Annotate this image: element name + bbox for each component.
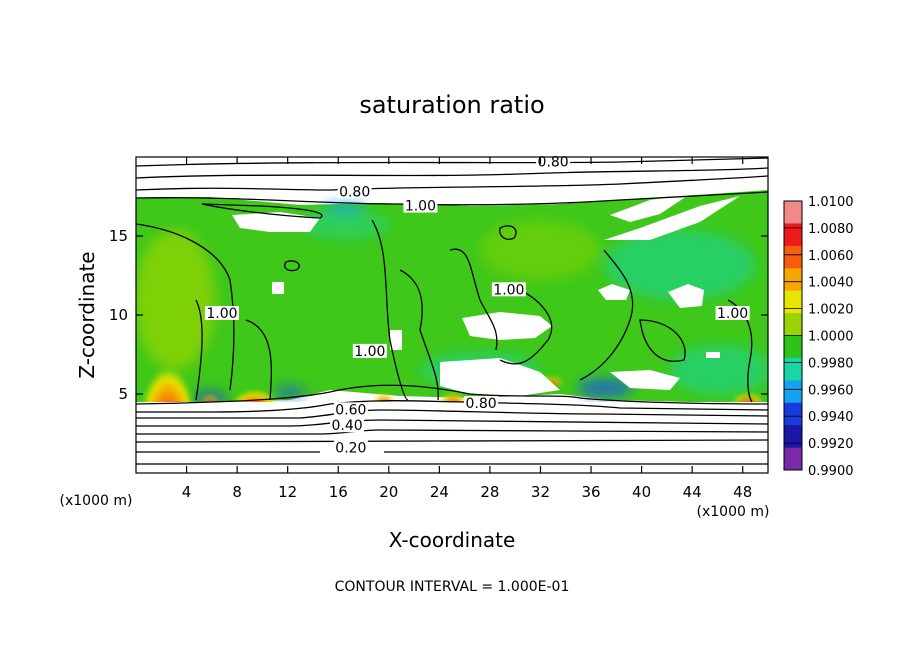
contour-label: 0.80 (339, 184, 370, 200)
y-axis: 5 10 15 (109, 227, 768, 403)
contour-label: 1.00 (354, 344, 385, 360)
colorbar-label: 1.0100 (808, 195, 854, 210)
contour-label: 0.60 (335, 402, 366, 418)
clear-patch (272, 282, 284, 294)
colorbar-swatch (784, 380, 802, 404)
colorbar-label: 1.0000 (808, 330, 854, 345)
x-tick-label: 4 (182, 483, 192, 501)
blue-region (274, 386, 306, 398)
contour-label-bg (464, 396, 499, 411)
colorbar-label: 1.0040 (808, 276, 854, 291)
contour-label: 0.80 (465, 396, 496, 412)
contour-lines (136, 157, 768, 465)
x-unit-right: (x1000 m) (697, 504, 770, 520)
contour-interval-note: CONTOUR INTERVAL = 1.000E-01 (335, 579, 570, 595)
x-unit-left: (x1000 m) (60, 493, 133, 509)
colorbar-label: 0.9980 (808, 356, 854, 371)
colorbar-label: 1.0060 (808, 249, 854, 264)
contour-label: 0.80 (538, 154, 569, 170)
colorbar-label: 1.0020 (808, 303, 854, 318)
colorbar-swatch (784, 290, 802, 314)
x-axis-label: X-coordinate (389, 528, 516, 552)
x-axis: 4 8 12 16 20 24 28 32 36 40 44 48 (182, 157, 752, 501)
x-tick-label: 48 (733, 483, 752, 501)
contour-label-bg (715, 306, 750, 320)
saturated-field (136, 190, 768, 404)
colorbar-swatch (784, 335, 802, 359)
clear-patch (610, 194, 690, 222)
colorbar-swatch (784, 313, 802, 336)
clear-patch (440, 358, 560, 396)
x-tick-label: 40 (632, 483, 651, 501)
contour-label-bg (403, 198, 438, 213)
x-tick-label: 36 (581, 483, 600, 501)
colorbar-swatch (784, 425, 802, 449)
clear-patch (604, 196, 740, 240)
clear-patch (462, 312, 552, 340)
clear-patch (668, 284, 704, 308)
contour-label-bg (337, 184, 372, 199)
clear-patch (706, 352, 720, 358)
contour-label: 0.20 (335, 440, 366, 456)
contour-label-bg (204, 306, 239, 320)
x-tick-label: 32 (531, 483, 550, 501)
contour-label: 0.40 (332, 418, 363, 434)
colorbar-label: 0.9920 (808, 437, 854, 452)
colorbar-swatch (784, 245, 802, 269)
y-tick-label: 10 (109, 306, 128, 324)
y-axis-label: Z-coordinate (75, 251, 99, 378)
colorbar-swatch (784, 268, 802, 292)
colorbar-swatch (784, 402, 802, 426)
cyan-region (300, 211, 390, 239)
contour-label: 1.00 (717, 306, 748, 322)
blue-region (323, 203, 367, 213)
x-tick-label: 44 (683, 483, 702, 501)
colorbar: 1.0100 1.0080 1.0060 1.0040 1.0020 1.0000 0.99… (783, 195, 854, 479)
colorbar-swatch (784, 357, 802, 381)
contour-label: 1.00 (493, 282, 524, 298)
y-tick-label: 5 (118, 385, 128, 403)
cyan-region (670, 345, 768, 395)
yellowish-region (480, 220, 600, 280)
contour-label: 1.00 (405, 199, 436, 215)
x-tick-label: 20 (379, 483, 398, 501)
contour-label-layer: 0.80 0.80 1.00 1.00 1.00 1.00 1.00 0.80 0.600.40… (204, 154, 750, 456)
x-tick-label: 8 (232, 483, 242, 501)
contour-label-bg (330, 418, 365, 433)
contour-label-bg (491, 282, 526, 297)
yellowish-region (136, 230, 215, 370)
chart-title: saturation ratio (359, 91, 544, 119)
clear-patch (390, 330, 402, 350)
contour-label-bg (333, 402, 368, 417)
x-tick-label: 24 (430, 483, 449, 501)
blue-region (577, 379, 633, 397)
dry-lower-layer (136, 402, 768, 473)
contour-label: 1.00 (206, 306, 237, 322)
y-tick-label: 15 (109, 227, 128, 245)
colorbar-label: 0.9940 (808, 410, 854, 425)
colorbar-label: 0.9900 (808, 464, 854, 479)
contour-label-bg (536, 154, 571, 169)
x-tick-label: 28 (480, 483, 499, 501)
colorbar-swatch (784, 447, 802, 471)
clear-patch (610, 370, 680, 390)
colorbar-swatch (784, 201, 802, 224)
colorbar-label: 0.9960 (808, 383, 854, 398)
contour-label-bg (352, 343, 387, 358)
plot-area (136, 157, 768, 473)
contour-label-bg (333, 440, 368, 455)
cyan-region (605, 230, 755, 300)
x-tick-label: 12 (278, 483, 297, 501)
clear-patch (598, 284, 630, 300)
colorbar-swatch (784, 223, 802, 247)
x-tick-label: 16 (329, 483, 348, 501)
colorbar-label: 1.0080 (808, 222, 854, 237)
